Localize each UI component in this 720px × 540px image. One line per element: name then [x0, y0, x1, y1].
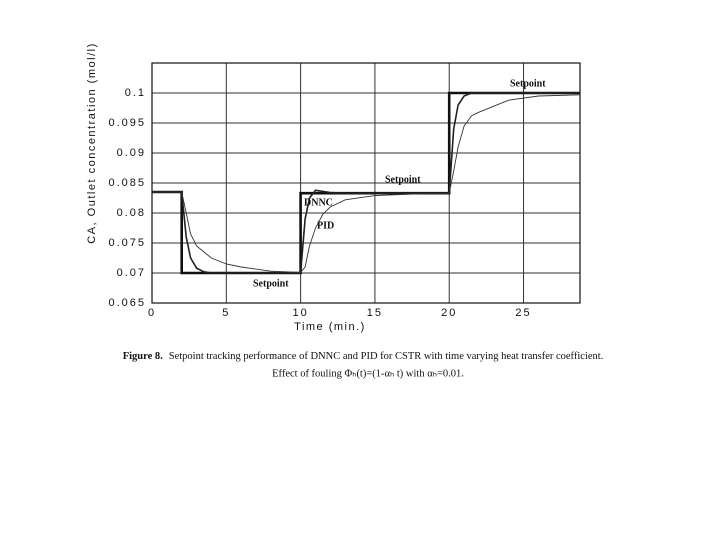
series-label: Setpoint [510, 78, 546, 89]
caption-line: Effect of fouling Φₕ(t)=(1-αₕ t) with αₕ… [272, 368, 464, 379]
annotation: Setpoint [253, 278, 289, 289]
y-tick-label: 0.09 [117, 147, 146, 159]
y-tick-label: 0.075 [108, 237, 146, 249]
x-tick-label: 15 [367, 307, 383, 319]
series-label: PID [317, 220, 334, 231]
x-axis-label: Time (min.) [294, 321, 366, 333]
figure-label: Figure 8. [123, 351, 163, 362]
series-line [152, 94, 581, 273]
caption: Figure 8. Setpoint tracking performance o… [123, 351, 604, 362]
caption-line: Setpoint tracking performance of DNNC an… [169, 351, 604, 362]
annotation: Setpoint [385, 174, 421, 185]
y-tick-label: 0.08 [117, 207, 146, 219]
y-tick-label: 0.1 [125, 87, 146, 99]
y-tick-label: 0.085 [108, 177, 146, 189]
x-tick-label: 25 [515, 307, 531, 319]
x-tick-label: 0 [148, 307, 156, 319]
plot-frame [151, 62, 581, 304]
y-tick-label: 0.065 [108, 297, 146, 309]
series-label: DNNC [304, 197, 333, 208]
x-tick-label: 5 [222, 307, 230, 319]
x-tick-label: 10 [292, 307, 308, 319]
y-tick-label: 0.095 [108, 117, 146, 129]
series-line [152, 92, 580, 274]
x-tick-label: 20 [441, 307, 457, 319]
y-axis-label: CA, Outlet concentration (mol/l) [86, 42, 98, 243]
y-tick-label: 0.07 [117, 267, 146, 279]
